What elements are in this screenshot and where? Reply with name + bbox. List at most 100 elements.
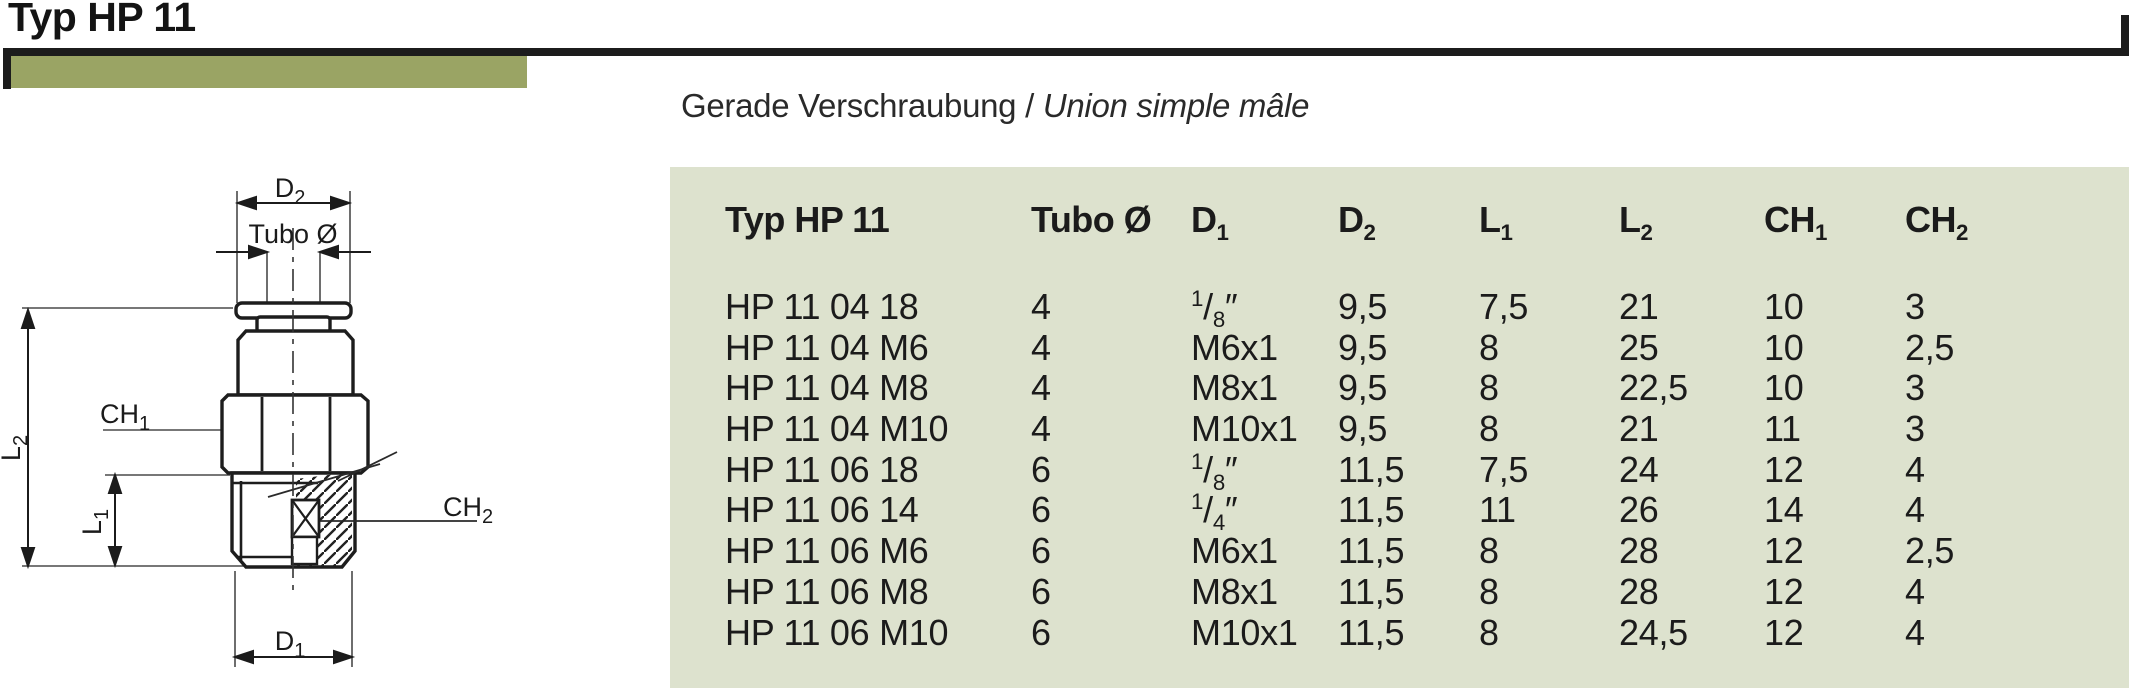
table-cell: 4	[1905, 570, 1925, 612]
title-rule	[3, 48, 2129, 56]
table-cell: 10	[1764, 326, 1804, 368]
table-cell: 10	[1764, 286, 1804, 327]
table-cell: 28	[1619, 530, 1659, 572]
subtitle-german: Gerade Verschraubung	[681, 87, 1017, 124]
table-cell: 9,5	[1338, 286, 1388, 327]
table-cell: M6x1	[1191, 326, 1278, 368]
table-cell: 21	[1619, 286, 1659, 327]
table-cell: 12	[1764, 611, 1804, 653]
table-cell: 7,5	[1479, 448, 1529, 490]
hex-facet-lines	[260, 397, 332, 471]
table-cell: 24	[1619, 448, 1659, 490]
spec-table: Typ HP 11 Tubo Ø D1 D2 L1 L2 CH1 CH2 HP 11 04 1…	[670, 167, 2129, 688]
title-rule-left-tick	[3, 48, 11, 89]
table-cell: HP 11 04 M10	[725, 408, 949, 450]
table-row: HP 11 06 M6 6 M6x1 11,5 8 28 12 2,5	[725, 530, 2119, 572]
table-cell: 12	[1764, 448, 1804, 490]
table-cell: 4	[1031, 367, 1051, 409]
table-cell: 28	[1619, 570, 1659, 612]
table-cell: 4	[1031, 326, 1051, 368]
subtitle-french: Union simple mâle	[1042, 87, 1310, 124]
page-title: Typ HP 11	[8, 0, 196, 40]
table-row: HP 11 06 18 6 1/8″ 11,5 7,5 24 12 4	[725, 448, 2119, 494]
table-cell: 3	[1905, 367, 1925, 409]
table-header-cell: Tubo Ø	[1031, 199, 1152, 240]
table-cell: M10x1	[1191, 611, 1298, 653]
table-cell: 6	[1031, 448, 1051, 490]
table-row: HP 11 04 M8 4 M8x1 9,5 8 22,5 10 3	[725, 368, 2119, 409]
table-header-cell: D2	[1338, 199, 1376, 246]
table-header-cell: Typ HP 11	[725, 199, 890, 240]
seal-cross-box	[290, 498, 321, 566]
table-cell: 6	[1031, 611, 1051, 653]
table-cell: 24,5	[1619, 611, 1688, 653]
dim-label-l1: L1	[77, 509, 113, 535]
title-rule-right-tick	[2121, 15, 2129, 56]
table-header-cell: D1	[1191, 199, 1229, 246]
table-cell: 4	[1905, 489, 1925, 531]
table-cell: 11,5	[1338, 530, 1405, 572]
table-row: HP 11 06 M10 6 M10x1 11,5 8 24,5 12 4	[725, 611, 2119, 654]
table-header-cell: L2	[1619, 199, 1653, 246]
table-cell: HP 11 06 14	[725, 489, 919, 531]
table-cell: 11,5	[1338, 611, 1405, 653]
table-cell: 8	[1479, 408, 1499, 450]
table-cell: 2,5	[1905, 530, 1955, 572]
table-cell: M8x1	[1191, 367, 1278, 409]
dimension-lines	[20, 195, 371, 665]
table-header-cell: CH2	[1905, 199, 1968, 246]
table-cell: 4	[1905, 448, 1925, 490]
table-row: HP 11 04 M6 4 M6x1 9,5 8 25 10 2,5	[725, 326, 2119, 369]
table-cell: 1/8″	[1191, 286, 1238, 333]
table-row: HP 11 06 14 6 1/4″ 11,5 11 26 14 4	[725, 489, 2119, 535]
table-cell: 11	[1479, 489, 1516, 531]
table-header-row: Typ HP 11 Tubo Ø D1 D2 L1 L2 CH1 CH2	[725, 199, 2119, 246]
table-cell: HP 11 06 M6	[725, 530, 929, 572]
table-cell: 11	[1764, 408, 1801, 450]
table-cell: HP 11 06 M8	[725, 570, 929, 612]
table-cell: 8	[1479, 611, 1499, 653]
table-row: HP 11 04 18 4 1/8″ 9,5 7,5 21 10 3	[725, 286, 2119, 333]
table-row: HP 11 06 M8 6 M8x1 11,5 8 28 12 4	[725, 570, 2119, 613]
table-cell: 3	[1905, 286, 1925, 327]
table-cell: M6x1	[1191, 530, 1278, 572]
table-cell: M8x1	[1191, 570, 1278, 612]
dim-label-d2: D2	[275, 173, 306, 209]
table-header-cell: CH1	[1764, 199, 1827, 246]
table-cell: 22,5	[1619, 367, 1688, 409]
table-cell: 11,5	[1338, 570, 1405, 612]
dim-label-l2: L2	[0, 435, 32, 461]
dim-label-ch2: CH2	[443, 492, 493, 528]
technical-drawing: D2 Tubo Ø CH1 L2 L1 CH2 D1	[0, 173, 493, 667]
subtitle-separator: /	[1016, 87, 1043, 124]
table-cell: 14	[1764, 489, 1804, 531]
table-cell: 12	[1764, 530, 1804, 572]
table-cell: 8	[1479, 367, 1499, 409]
table-cell: 4	[1905, 611, 1925, 653]
thread-runout-lines	[267, 451, 398, 498]
table-cell: HP 11 06 M10	[725, 611, 949, 653]
table-cell: 9,5	[1338, 326, 1388, 368]
table-cell: 6	[1031, 570, 1051, 612]
fitting-body	[236, 329, 355, 397]
table-cell: 21	[1619, 408, 1659, 450]
table-cell: 4	[1031, 408, 1051, 450]
dim-label-ch1: CH1	[100, 399, 150, 435]
accent-bar	[11, 56, 527, 88]
product-subtitle: Gerade Verschraubung / Union simple mâle	[681, 84, 1310, 128]
table-cell: 9,5	[1338, 408, 1388, 450]
hex-nut	[220, 393, 370, 475]
table-cell: HP 11 04 18	[725, 286, 919, 327]
table-cell: 6	[1031, 530, 1051, 572]
table-row: HP 11 04 M10 4 M10x1 9,5 8 21 11 3	[725, 408, 2119, 450]
dim-label-tubo: Tubo Ø	[248, 219, 337, 249]
table-cell: HP 11 06 18	[725, 448, 919, 490]
table-cell: 8	[1479, 570, 1499, 612]
table-cell: 7,5	[1479, 286, 1529, 327]
table-cell: 25	[1619, 326, 1659, 368]
table-cell: 10	[1764, 367, 1804, 409]
table-cell: HP 11 04 M8	[725, 367, 929, 409]
table-cell: HP 11 04 M6	[725, 326, 929, 368]
table-header-cell: L1	[1479, 199, 1513, 246]
thread-inner-lines	[233, 481, 318, 560]
